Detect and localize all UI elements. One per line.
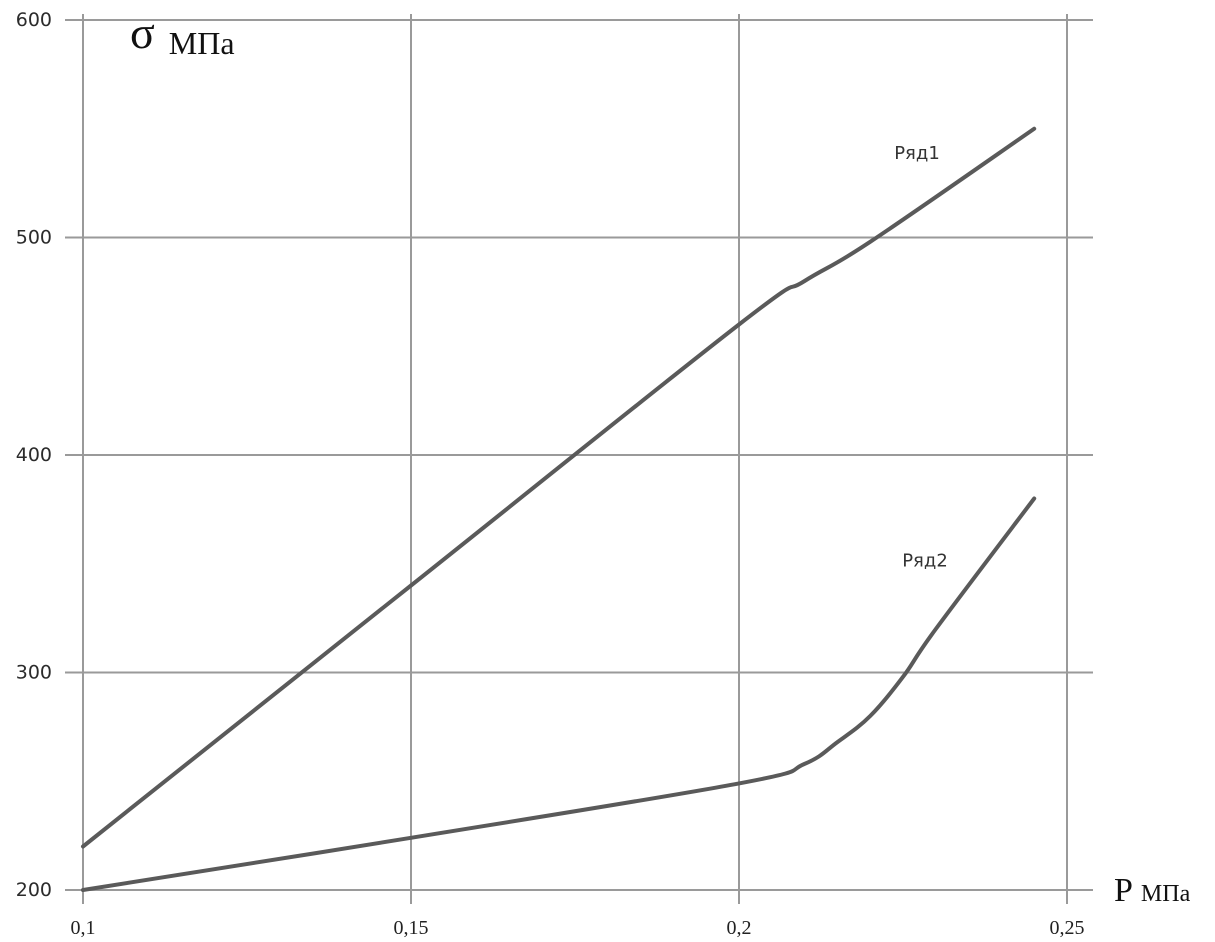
- y-axis-label: σ МПа: [130, 7, 235, 61]
- series-labels: Ряд1 Ряд2: [894, 143, 948, 572]
- tick-labels: 200 300 400 500 600 0,1 0,15 0,2 0,25: [16, 9, 1085, 939]
- x-tick-label: 0,1: [71, 917, 96, 939]
- x-tick-label: 0,15: [394, 917, 429, 939]
- y-tick-label: 300: [16, 662, 52, 684]
- x-tick-label: 0,25: [1050, 917, 1085, 939]
- x-axis-label: P МПа: [1114, 872, 1191, 909]
- y-tick-label: 400: [16, 444, 52, 466]
- series-label-1: Ряд1: [894, 143, 940, 164]
- x-tick-label: 0,2: [727, 917, 752, 939]
- y-axis-unit: МПа: [169, 25, 235, 61]
- series-line-1: [81, 126, 1037, 849]
- y-tick-label: 500: [16, 227, 52, 249]
- series-lines: [81, 126, 1037, 892]
- x-axis-unit: МПа: [1141, 881, 1191, 907]
- y-tick-label: 200: [16, 879, 52, 901]
- grid: [65, 14, 1093, 904]
- series-line-2: [81, 496, 1037, 892]
- series-label-2: Ряд2: [902, 551, 948, 572]
- x-axis-symbol: P: [1114, 872, 1133, 909]
- y-axis-symbol: σ: [130, 7, 155, 58]
- y-tick-label: 600: [16, 9, 52, 31]
